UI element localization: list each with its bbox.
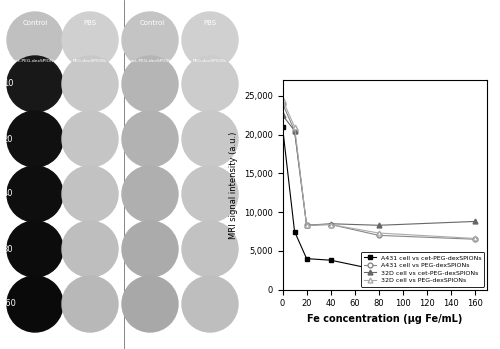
32D cell vs cet-PEG-dexSPIONs [304,223,310,228]
Circle shape [122,221,178,277]
A431 cell vs PEG-dexSPIONs [280,102,285,106]
Circle shape [7,12,63,68]
A431 cell vs cet-PEG-dexSPIONs [280,125,285,129]
Circle shape [7,276,63,332]
A431 cell vs PEG-dexSPIONs [376,233,382,237]
Text: cet-PEG-dexSPIONs: cet-PEG-dexSPIONs [14,59,56,63]
Circle shape [62,221,118,277]
Text: 20: 20 [3,134,13,143]
A431 cell vs PEG-dexSPIONs [328,222,334,227]
32D cell vs PEG-dexSPIONs [472,236,478,240]
32D cell vs cet-PEG-dexSPIONs [328,222,334,226]
Text: 160: 160 [0,299,16,309]
Line: A431 cell vs PEG-dexSPIONs: A431 cell vs PEG-dexSPIONs [280,101,478,242]
Circle shape [182,166,238,222]
32D cell vs PEG-dexSPIONs [304,223,310,228]
Line: A431 cell vs cet-PEG-dexSPIONs: A431 cell vs cet-PEG-dexSPIONs [280,124,478,277]
Circle shape [122,166,178,222]
Y-axis label: MRI signal intensity (a.u.): MRI signal intensity (a.u.) [230,131,238,239]
A431 cell vs cet-PEG-dexSPIONs [376,268,382,272]
32D cell vs cet-PEG-dexSPIONs [376,223,382,228]
Circle shape [62,166,118,222]
Circle shape [7,166,63,222]
Circle shape [182,56,238,112]
X-axis label: Fe concentration (μg Fe/mL): Fe concentration (μg Fe/mL) [308,314,462,324]
A431 cell vs cet-PEG-dexSPIONs [304,257,310,261]
Legend: A431 cell vs cet-PEG-dexSPIONs, A431 cell vs PEG-dexSPIONs, 32D cell vs cet-PEG-: A431 cell vs cet-PEG-dexSPIONs, A431 cel… [361,252,484,287]
Circle shape [7,221,63,277]
Text: Control: Control [140,20,164,26]
32D cell vs cet-PEG-dexSPIONs [292,128,298,133]
32D cell vs PEG-dexSPIONs [328,222,334,227]
Circle shape [182,276,238,332]
Circle shape [182,221,238,277]
A431 cell vs cet-PEG-dexSPIONs [292,229,298,233]
Circle shape [62,111,118,167]
Text: 10: 10 [3,80,13,89]
A431 cell vs cet-PEG-dexSPIONs [328,258,334,262]
A431 cell vs PEG-dexSPIONs [304,223,310,228]
Text: 80: 80 [2,245,14,253]
A431 cell vs PEG-dexSPIONs [292,128,298,133]
32D cell vs PEG-dexSPIONs [292,125,298,129]
32D cell vs cet-PEG-dexSPIONs [472,219,478,223]
Text: PEG-dexSPIONs: PEG-dexSPIONs [73,59,107,63]
Circle shape [122,111,178,167]
Text: PBS: PBS [204,20,216,26]
32D cell vs cet-PEG-dexSPIONs [280,113,285,117]
Circle shape [122,276,178,332]
Circle shape [122,56,178,112]
Text: Control: Control [22,20,48,26]
Line: 32D cell vs PEG-dexSPIONs: 32D cell vs PEG-dexSPIONs [280,97,478,241]
Text: A431: A431 [47,5,77,15]
32D cell vs PEG-dexSPIONs [376,231,382,235]
Circle shape [62,12,118,68]
Line: 32D cell vs cet-PEG-dexSPIONs: 32D cell vs cet-PEG-dexSPIONs [280,113,478,228]
Circle shape [122,12,178,68]
Text: 40: 40 [3,190,13,199]
Circle shape [62,276,118,332]
Text: cet-PEG-dexSPIONs: cet-PEG-dexSPIONs [131,59,174,63]
32D cell vs PEG-dexSPIONs [280,98,285,102]
A431 cell vs PEG-dexSPIONs [472,237,478,242]
A431 cell vs cet-PEG-dexSPIONs [472,272,478,276]
Circle shape [7,56,63,112]
Text: PBS: PBS [84,20,96,26]
Circle shape [62,56,118,112]
Circle shape [182,12,238,68]
Circle shape [7,111,63,167]
Text: PEG-dexSPIONs: PEG-dexSPIONs [193,59,227,63]
Circle shape [182,111,238,167]
Text: 32D: 32D [170,5,194,15]
